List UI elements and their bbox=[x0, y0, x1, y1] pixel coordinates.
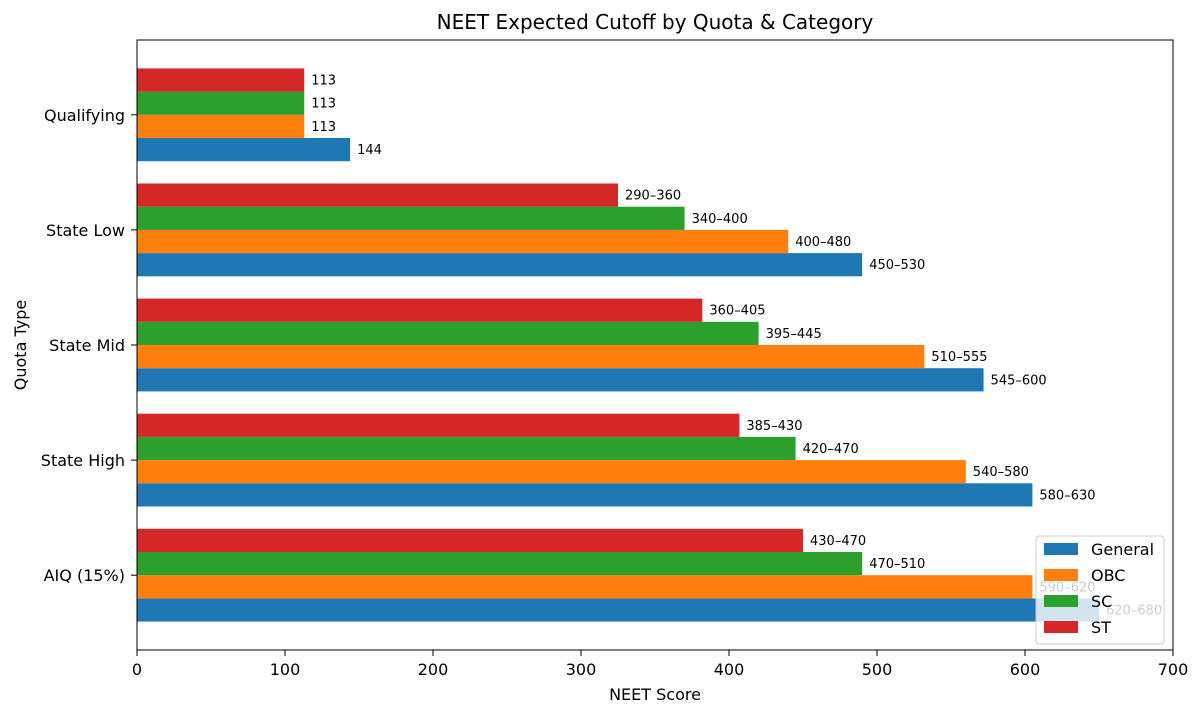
data-label-sc-qualifying: 113 bbox=[311, 97, 336, 112]
y-tick-label-state-mid: State Mid bbox=[49, 336, 125, 355]
data-label-st-aiq-15: 430–470 bbox=[810, 534, 866, 549]
data-label-obc-state-low: 400–480 bbox=[795, 235, 851, 250]
legend-items: General OBC SC ST bbox=[1044, 540, 1154, 637]
legend-swatch-general bbox=[1044, 543, 1078, 555]
bar-sc-state-low bbox=[137, 206, 685, 230]
bar-st-state-mid bbox=[137, 298, 703, 322]
data-label-obc-qualifying: 113 bbox=[311, 120, 336, 135]
bar-sc-state-high bbox=[137, 436, 796, 461]
bar-general-state-high bbox=[137, 483, 1033, 507]
data-label-st-state-high: 385–430 bbox=[746, 419, 802, 434]
bar-obc-qualifying bbox=[137, 114, 305, 139]
data-label-st-state-mid: 360–405 bbox=[709, 304, 765, 319]
x-axis-title: NEET Score bbox=[609, 685, 701, 704]
bar-obc-aiq-15 bbox=[137, 575, 1033, 599]
data-label-general-state-high: 580–630 bbox=[1039, 488, 1095, 503]
bar-obc-state-low bbox=[137, 229, 789, 254]
x-tick-label: 300 bbox=[566, 660, 597, 679]
y-tick-label-aiq-15: AIQ (15%) bbox=[44, 566, 125, 585]
data-label-st-state-low: 290–360 bbox=[625, 189, 681, 204]
data-label-obc-state-high: 540–580 bbox=[973, 465, 1029, 480]
bar-sc-state-mid bbox=[137, 321, 759, 345]
y-axis-ticks: AIQ (15%) State High State Mid State Low Qua… bbox=[41, 106, 137, 585]
bars-group bbox=[137, 68, 1099, 622]
bar-sc-aiq-15 bbox=[137, 551, 863, 576]
x-tick-label: 500 bbox=[862, 660, 893, 679]
x-tick-label: 600 bbox=[1010, 660, 1041, 679]
legend-swatch-obc bbox=[1044, 569, 1078, 581]
legend-label-sc: SC bbox=[1091, 592, 1112, 611]
y-tick-label-qualifying: Qualifying bbox=[44, 106, 125, 125]
bar-general-qualifying bbox=[137, 138, 351, 162]
y-tick-label-state-low: State Low bbox=[46, 221, 125, 240]
x-tick-label: 400 bbox=[714, 660, 745, 679]
data-label-sc-state-mid: 395–445 bbox=[766, 327, 822, 342]
data-label-st-qualifying: 113 bbox=[311, 74, 336, 89]
data-label-sc-state-low: 340–400 bbox=[692, 212, 748, 227]
x-tick-label: 0 bbox=[132, 660, 142, 679]
x-axis-ticks: 0 100 200 300 400 500 600 700 bbox=[132, 650, 1188, 679]
bar-sc-qualifying bbox=[137, 91, 305, 115]
data-label-sc-aiq-15: 470–510 bbox=[869, 557, 925, 572]
x-tick-label: 700 bbox=[1158, 660, 1189, 679]
legend-label-obc: OBC bbox=[1091, 566, 1125, 585]
bar-st-state-high bbox=[137, 413, 740, 437]
x-tick-label: 100 bbox=[270, 660, 301, 679]
legend: General OBC SC ST bbox=[1035, 535, 1165, 645]
y-tick-label-state-high: State High bbox=[41, 451, 125, 470]
y-axis-title: Quota Type bbox=[11, 300, 30, 390]
legend-label-st: ST bbox=[1091, 618, 1111, 637]
legend-swatch-st bbox=[1044, 621, 1078, 633]
bar-general-state-mid bbox=[137, 368, 984, 392]
chart-title: NEET Expected Cutoff by Quota & Category bbox=[437, 10, 874, 34]
bar-st-qualifying bbox=[137, 68, 305, 92]
bar-obc-state-mid bbox=[137, 345, 925, 369]
data-label-general-state-low: 450–530 bbox=[869, 258, 925, 273]
bar-obc-state-high bbox=[137, 460, 966, 484]
bar-st-state-low bbox=[137, 183, 618, 207]
x-tick-label: 200 bbox=[418, 660, 449, 679]
bar-general-aiq-15 bbox=[137, 598, 1099, 622]
legend-label-general: General bbox=[1091, 540, 1154, 559]
bar-general-state-low bbox=[137, 253, 863, 277]
data-label-general-state-mid: 545–600 bbox=[991, 373, 1047, 388]
data-label-general-qualifying: 144 bbox=[357, 143, 382, 158]
bar-st-aiq-15 bbox=[137, 528, 803, 552]
data-label-obc-state-mid: 510–555 bbox=[931, 350, 987, 365]
legend-swatch-sc bbox=[1044, 595, 1078, 607]
data-label-sc-state-high: 420–470 bbox=[803, 442, 859, 457]
legend-box bbox=[1035, 535, 1165, 645]
